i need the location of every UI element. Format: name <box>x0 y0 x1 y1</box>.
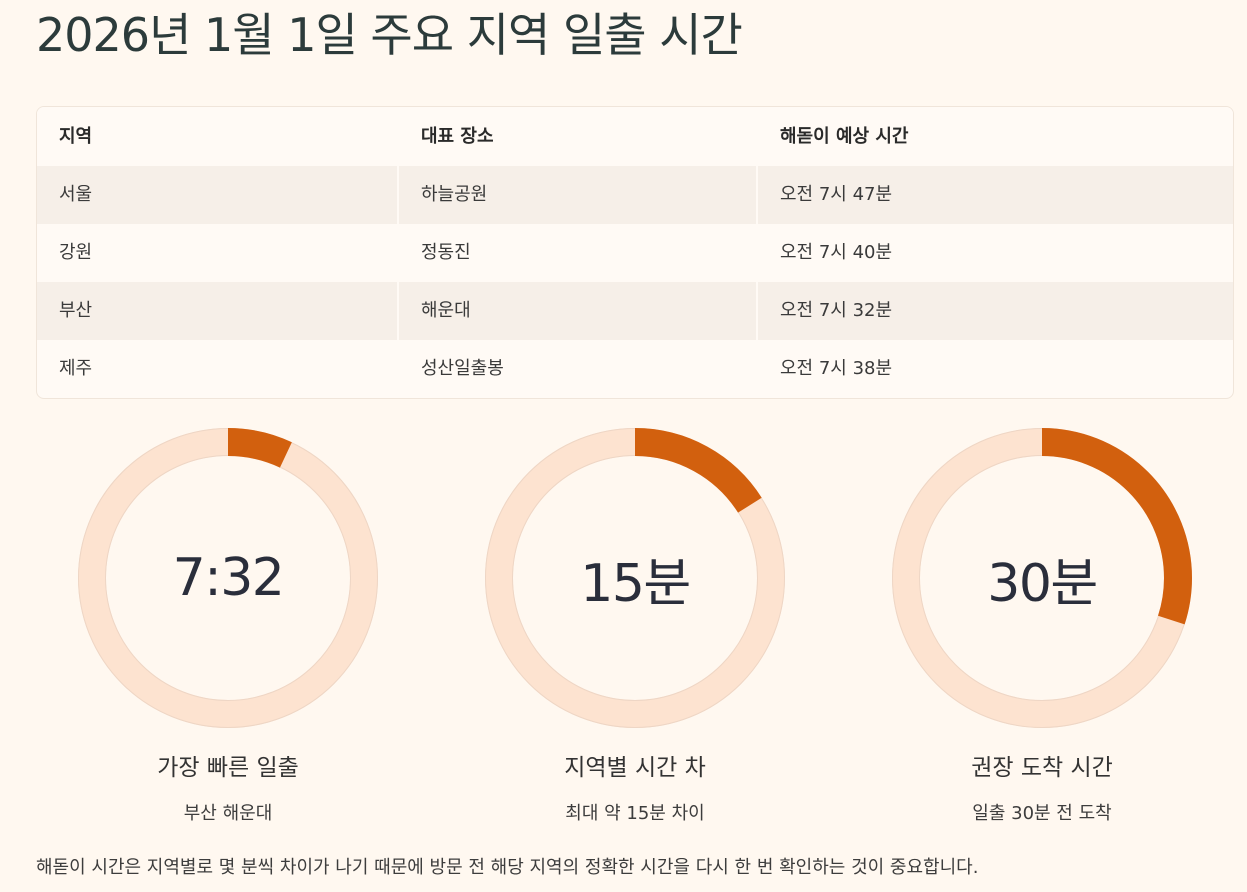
table-row: 제주 성산일출봉 오전 7시 38분 <box>37 340 1233 398</box>
stat-card-fastest-sunrise: 7:32 가장 빠른 일출 부산 해운대 <box>36 428 420 827</box>
stat-sublabel: 부산 해운대 <box>183 803 273 824</box>
stat-label: 지역별 시간 차 <box>564 755 706 781</box>
sunrise-times-table: 지역 대표 장소 해돋이 예상 시간 서울 하늘공원 오전 7시 47분 강원 … <box>36 106 1234 399</box>
donut-fill-arc <box>485 428 785 728</box>
cell-region: 강원 <box>59 242 93 263</box>
stat-value: 7:32 <box>172 548 285 608</box>
cell-region: 서울 <box>59 184 93 205</box>
donut-chart <box>485 428 785 728</box>
cell-sunrise-time: 오전 7시 38분 <box>756 340 1233 398</box>
cell-region: 제주 <box>59 358 93 379</box>
donut-fill-arc <box>892 428 1192 728</box>
donut-chart <box>78 428 378 728</box>
cell-place: 성산일출봉 <box>397 340 756 398</box>
cell-sunrise-time: 오전 7시 40분 <box>756 224 1233 282</box>
cell-place: 해운대 <box>397 282 756 340</box>
stat-sublabel: 최대 약 15분 차이 <box>565 803 705 824</box>
cell-sunrise-time: 오전 7시 47분 <box>756 166 1233 224</box>
cell-place: 정동진 <box>397 224 756 282</box>
cell-region: 부산 <box>59 300 93 321</box>
stat-value: 15분 <box>580 553 691 614</box>
donut-wrapper: 15분 <box>485 428 785 728</box>
table-row: 부산 해운대 오전 7시 32분 <box>37 282 1233 340</box>
stat-label: 권장 도착 시간 <box>971 755 1113 781</box>
stat-value: 30분 <box>987 553 1098 614</box>
donut-wrapper: 7:32 <box>78 428 378 728</box>
stats-row: 7:32 가장 빠른 일출 부산 해운대 15분 지역별 시간 차 최대 약 1… <box>36 428 1234 827</box>
cell-sunrise-time: 오전 7시 32분 <box>756 282 1233 340</box>
stat-label: 가장 빠른 일출 <box>157 755 299 781</box>
stat-sublabel: 일출 30분 전 도착 <box>972 803 1112 824</box>
column-header-region: 지역 <box>59 126 93 147</box>
donut-chart <box>892 428 1192 728</box>
table-header-row: 지역 대표 장소 해돋이 예상 시간 <box>37 107 1233 166</box>
donut-wrapper: 30분 <box>892 428 1192 728</box>
stat-card-arrival-time: 30분 권장 도착 시간 일출 30분 전 도착 <box>850 428 1234 827</box>
table-row: 서울 하늘공원 오전 7시 47분 <box>37 166 1233 224</box>
column-header-sunrise-time: 해돋이 예상 시간 <box>756 107 1233 166</box>
column-header-place: 대표 장소 <box>397 107 756 166</box>
footnote: 해돋이 시간은 지역별로 몇 분씩 차이가 나기 때문에 방문 전 해당 지역의… <box>36 857 979 878</box>
cell-place: 하늘공원 <box>397 166 756 224</box>
table-row: 강원 정동진 오전 7시 40분 <box>37 224 1233 282</box>
stat-card-time-difference: 15분 지역별 시간 차 최대 약 15분 차이 <box>443 428 827 827</box>
donut-fill-arc <box>78 428 378 728</box>
page-title: 2026년 1월 1일 주요 지역 일출 시간 <box>36 8 743 62</box>
